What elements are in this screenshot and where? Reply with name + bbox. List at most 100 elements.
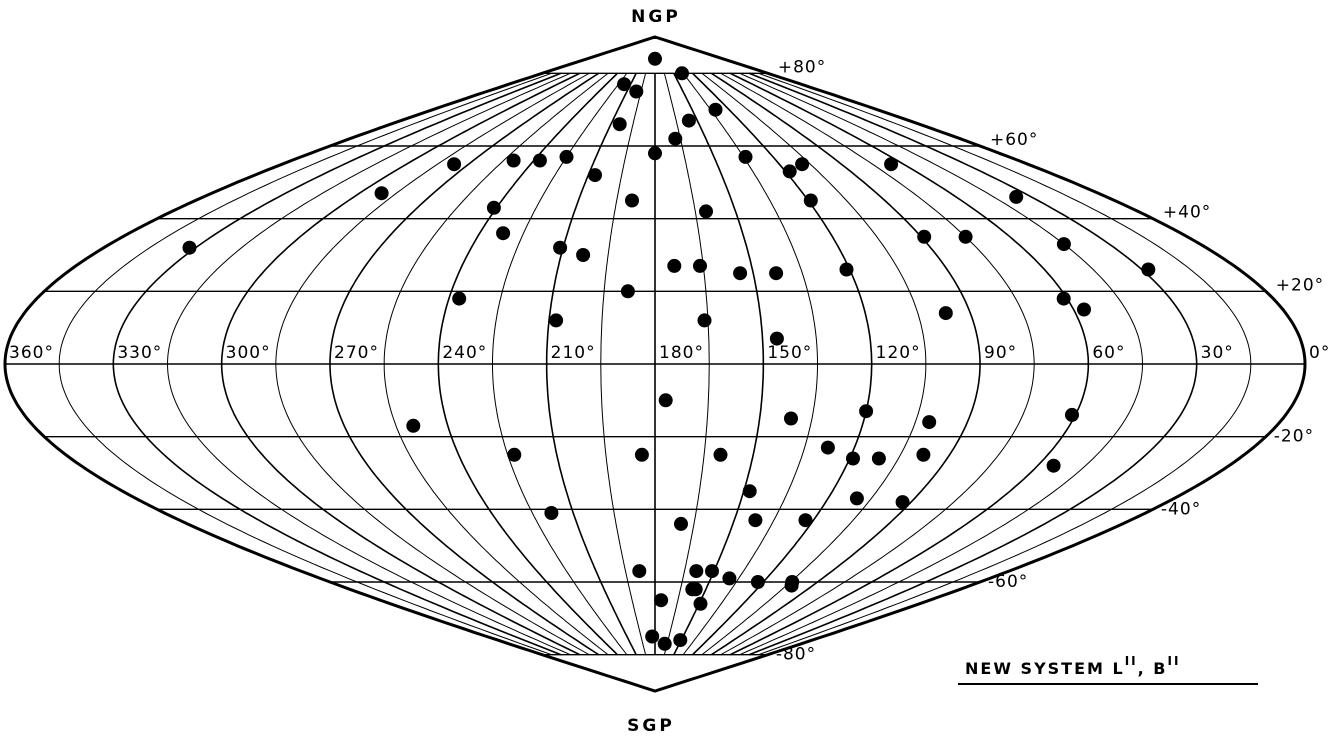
- data-point: [916, 447, 931, 462]
- data-point: [645, 629, 660, 644]
- x-tick-label: 360°: [9, 343, 54, 363]
- data-point: [688, 582, 703, 597]
- system-label-mid: , B: [1138, 659, 1168, 678]
- data-point: [895, 495, 910, 510]
- data-point: [795, 157, 810, 172]
- data-point: [871, 451, 886, 466]
- data-point: [699, 204, 713, 219]
- data-point: [803, 193, 818, 208]
- y-tick-label: -20°: [1274, 427, 1314, 447]
- data-point: [750, 575, 765, 589]
- data-point: [588, 168, 602, 183]
- data-point: [532, 153, 547, 168]
- x-tick-label: 150°: [767, 343, 812, 363]
- data-point: [769, 266, 784, 281]
- x-tick-label: 210°: [551, 343, 596, 363]
- data-point: [820, 440, 835, 455]
- data-point: [625, 193, 639, 208]
- data-point: [657, 636, 672, 651]
- data-point: [958, 229, 973, 244]
- data-point: [675, 66, 689, 81]
- data-point: [1009, 189, 1024, 204]
- data-point: [506, 153, 521, 168]
- data-point: [648, 51, 662, 66]
- data-point: [798, 513, 813, 528]
- map-outline: [3, 35, 1307, 693]
- data-point: [733, 266, 748, 281]
- grid-lines: [5, 72, 1305, 656]
- data-point: [705, 564, 719, 579]
- data-point: [748, 513, 763, 528]
- system-label-text: NEW SYSTEM L: [965, 659, 1125, 678]
- data-point: [559, 149, 574, 164]
- data-point: [617, 77, 632, 92]
- data-point: [648, 146, 662, 161]
- x-tick-label: 0°: [1309, 343, 1330, 363]
- data-point: [922, 415, 937, 430]
- data-point: [784, 578, 799, 593]
- data-point: [697, 313, 712, 328]
- data-point: [654, 593, 669, 608]
- tick-labels: 360° 330° 300° 270° 240° 210° 180° 150° 120° 90° 6…: [9, 57, 1330, 665]
- data-point: [689, 564, 704, 579]
- y-tick-label: +40°: [1163, 203, 1211, 223]
- data-point: [1056, 291, 1071, 306]
- data-point: [693, 596, 708, 611]
- data-point: [681, 113, 696, 128]
- data-point: [1141, 262, 1156, 277]
- data-point: [634, 447, 649, 462]
- data-point: [784, 411, 798, 426]
- data-point: [612, 117, 627, 132]
- y-tick-label: -60°: [988, 572, 1028, 592]
- south-pole-label: SGP: [627, 716, 675, 736]
- data-point: [667, 258, 682, 273]
- data-points: [182, 51, 1156, 651]
- data-point: [496, 226, 511, 241]
- x-tick-label: 30°: [1201, 343, 1234, 363]
- data-point: [576, 248, 591, 262]
- data-point: [507, 447, 522, 462]
- data-point: [917, 229, 932, 244]
- data-point: [673, 633, 688, 648]
- y-tick-label: +60°: [990, 130, 1038, 150]
- data-point: [374, 186, 389, 201]
- data-point: [839, 262, 854, 277]
- data-point: [738, 149, 753, 164]
- data-point: [742, 484, 757, 499]
- data-point: [938, 306, 953, 321]
- system-label-sup-l: II: [1125, 654, 1138, 668]
- data-point: [629, 84, 644, 99]
- data-point: [884, 157, 899, 172]
- data-point: [553, 240, 568, 255]
- x-tick-label: 180°: [659, 343, 704, 363]
- data-point: [713, 447, 728, 462]
- y-tick-label: +80°: [778, 57, 826, 77]
- data-point: [549, 313, 564, 328]
- x-tick-label: 300°: [226, 343, 271, 363]
- data-point: [632, 564, 647, 579]
- x-tick-label: 120°: [876, 343, 921, 363]
- system-label-sup-b: II: [1167, 654, 1180, 668]
- x-tick-label: 90°: [984, 343, 1017, 363]
- y-tick-label: -80°: [776, 645, 816, 665]
- x-tick-label: 60°: [1092, 343, 1125, 363]
- x-tick-label: 330°: [117, 343, 162, 363]
- data-point: [1065, 407, 1079, 422]
- y-tick-label: +20°: [1276, 275, 1324, 295]
- data-point: [708, 102, 723, 117]
- data-point: [447, 157, 462, 172]
- data-point: [406, 418, 421, 433]
- data-point: [782, 164, 797, 179]
- x-tick-label: 270°: [334, 343, 379, 363]
- north-pole-label: NGP: [631, 7, 681, 27]
- data-point: [693, 258, 707, 273]
- data-point: [849, 491, 864, 506]
- data-point: [674, 516, 688, 531]
- y-tick-label: -40°: [1161, 499, 1201, 519]
- data-point: [846, 451, 860, 466]
- data-point: [1056, 237, 1071, 252]
- data-point: [658, 393, 673, 408]
- x-tick-label: 240°: [442, 343, 487, 363]
- data-point: [486, 200, 501, 215]
